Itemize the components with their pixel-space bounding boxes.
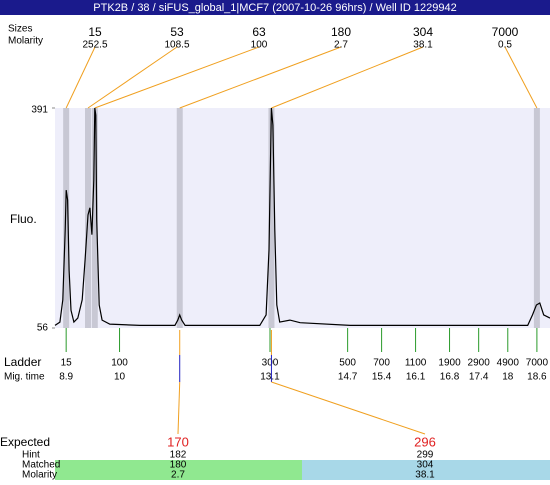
ladder-mig-time: 17.4 — [469, 372, 489, 383]
ladder-size: 1100 — [405, 358, 427, 369]
ladder-size: 700 — [373, 358, 390, 369]
peak-molarity: 252.5 — [82, 40, 107, 51]
ladder-size: 4900 — [497, 358, 520, 369]
peak-size: 7000 — [492, 25, 519, 39]
expected-expected: 296 — [414, 434, 436, 449]
peak-band — [176, 108, 183, 328]
expected-hint: 299 — [417, 450, 434, 461]
peak-size: 63 — [252, 25, 266, 39]
ladder-mig-time: 16.1 — [406, 372, 426, 383]
mig-time-label: Mig. time — [4, 372, 45, 383]
peak-molarity: 100 — [251, 40, 268, 51]
peak-connector — [179, 46, 342, 109]
peak-molarity: 0.5 — [498, 40, 512, 51]
peak-band — [533, 108, 540, 328]
expected-row-label: Hint — [22, 450, 40, 461]
ladder-mig-time: 18.6 — [527, 372, 547, 383]
ladder-mig-time: 8.9 — [59, 372, 73, 383]
ladder-mig-time: 13.1 — [260, 372, 280, 383]
peak-connector — [94, 46, 260, 109]
ladder-size: 15 — [61, 358, 73, 369]
peak-connector — [504, 46, 538, 109]
ladder-size: 500 — [339, 358, 356, 369]
y-tick-label: 56 — [37, 323, 49, 334]
expected-connector — [271, 381, 426, 435]
peak-size: 180 — [331, 25, 351, 39]
expected-molarity: 38.1 — [415, 470, 435, 480]
ladder-mig-time: 18 — [502, 372, 514, 383]
peak-size: 304 — [413, 25, 433, 39]
title: PTK2B / 38 / siFUS_global_1|MCF7 (2007-1… — [93, 2, 456, 14]
expected-row-label: Molarity — [22, 470, 57, 480]
expected-expected: 170 — [167, 434, 189, 449]
matched-bg-left — [55, 460, 302, 480]
peak-connector — [271, 46, 424, 109]
ladder-mig-time: 15.4 — [372, 372, 392, 383]
title-bar — [0, 0, 550, 15]
expected-molarity: 2.7 — [171, 470, 185, 480]
ladder-label: Ladder — [4, 355, 41, 369]
peak-connector — [65, 46, 96, 109]
peak-band — [268, 108, 275, 328]
ladder-size: 1900 — [438, 358, 461, 369]
y-tick-label: 391 — [31, 105, 48, 116]
ladder-size: 7000 — [526, 358, 549, 369]
trace — [54, 107, 550, 326]
y-axis-label: Fluo. — [10, 212, 37, 226]
peak-size: 15 — [88, 25, 102, 39]
expected-hint: 182 — [170, 450, 187, 461]
peak-band — [91, 108, 98, 328]
ladder-size: 300 — [262, 358, 279, 369]
expected-matched: 180 — [170, 460, 187, 471]
molarity-label: Molarity — [8, 36, 43, 47]
ladder-size: 2900 — [468, 358, 491, 369]
expected-row-label: Expected — [0, 435, 50, 449]
peak-size: 53 — [170, 25, 184, 39]
peak-band — [63, 108, 70, 328]
peak-molarity: 38.1 — [413, 40, 433, 51]
expected-matched: 304 — [417, 460, 434, 471]
ladder-mig-time: 14.7 — [338, 372, 358, 383]
expected-connector — [177, 381, 181, 435]
ladder-mig-time: 10 — [114, 372, 126, 383]
ladder-mig-time: 16.8 — [440, 372, 460, 383]
peak-molarity: 108.5 — [164, 40, 189, 51]
ladder-size: 100 — [111, 358, 128, 369]
expected-row-label: Matched — [22, 460, 60, 471]
matched-bg-right — [302, 460, 550, 480]
peak-molarity: 2.7 — [334, 40, 348, 51]
peak-connector — [87, 46, 178, 109]
sizes-label: Sizes — [8, 24, 32, 35]
plot-area — [55, 108, 550, 328]
